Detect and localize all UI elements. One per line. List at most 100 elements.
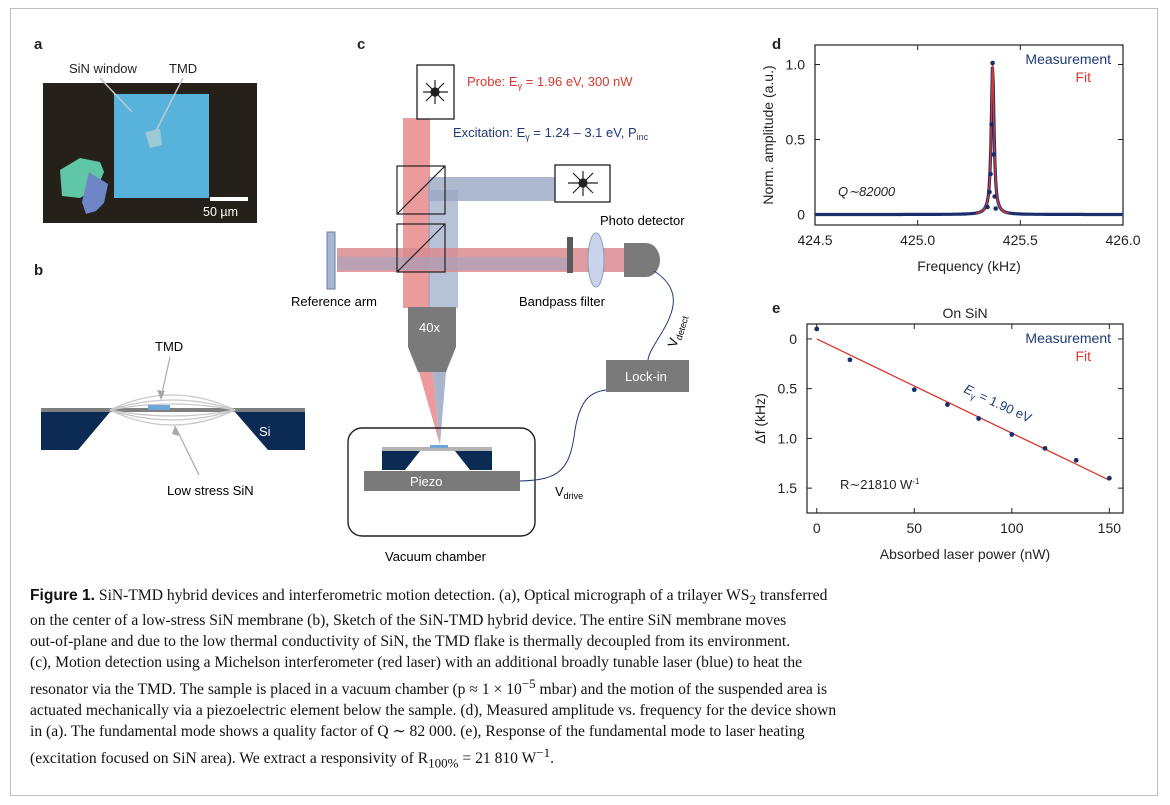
probe-laser-icon: [423, 80, 448, 104]
objective-label: 40x: [419, 320, 440, 335]
measurement-point: [989, 122, 994, 127]
x-tick-label: 150: [1098, 520, 1122, 536]
piezo: [364, 471, 520, 491]
x-tick-label: 425.0: [900, 232, 935, 248]
x-tick-label: 426.0: [1105, 232, 1140, 248]
y-tick-label: 0.5: [778, 381, 798, 397]
caption-line-1: Figure 1. SiN-TMD hybrid devices and int…: [30, 587, 828, 608]
vdrive-label: Vdrive: [555, 484, 583, 501]
x-tick-label: 425.5: [1003, 232, 1038, 248]
photo-detector: [624, 243, 660, 277]
sample-left: [382, 451, 420, 470]
tmd-label-a: TMD: [169, 61, 197, 76]
measurement-point: [1042, 445, 1048, 451]
excitation-laser-icon: [568, 171, 598, 196]
measurement-point: [976, 416, 982, 421]
scale-bar-label: 50 µm: [203, 205, 238, 219]
legend-measurement: Measurement: [1025, 51, 1111, 67]
r-label: R∼21810 W-1: [840, 477, 920, 492]
panel-letter-c: c: [357, 36, 366, 53]
x-axis-label: Frequency (kHz): [917, 258, 1020, 274]
sin-window: [114, 94, 209, 198]
si-left: [41, 412, 110, 450]
caption-line-7: in (a). The fundamental mode shows a qua…: [30, 723, 805, 741]
caption-line-8: (excitation focused on SiN area). We ext…: [30, 745, 555, 771]
y-tick-label: 1.0: [786, 57, 806, 73]
measurement-trace: [815, 66, 1123, 217]
measurement-point: [988, 171, 993, 177]
caption-line-4: (c), Motion detection using a Michelson …: [30, 654, 803, 672]
chart-d: Q∼82000 424.5 425.0 425.5 426.0 0 0.5 1.0 Frequ…: [760, 44, 1141, 274]
measurement-point: [985, 204, 990, 210]
legend-measurement: Measurement: [1025, 330, 1111, 346]
plot-frame: [814, 44, 1124, 226]
x-axis-label: Absorbed laser power (nW): [880, 546, 1050, 562]
measurement-point: [1073, 457, 1079, 463]
lock-in-label: Lock-in: [625, 369, 667, 384]
sin-label-b: Low stress SiN: [167, 483, 254, 498]
piezo-label: Piezo: [410, 474, 443, 489]
excitation-focus: [433, 372, 446, 445]
plot-frame: [806, 323, 1124, 514]
chart-title: On SiN: [942, 305, 987, 321]
measurement-point: [990, 60, 995, 66]
tmd-flake: [145, 129, 162, 148]
flake-blue: [82, 172, 108, 214]
caption-line-5: resonator via the TMD. The sample is pla…: [30, 676, 828, 699]
tmd-c: [430, 445, 448, 448]
sin-window-label: SiN window: [69, 61, 138, 76]
probe-label: Probe: Eγ = 1.96 eV, 300 nW: [467, 74, 633, 91]
tmd-label-b: TMD: [155, 339, 183, 354]
photo-detector-label: Photo detector: [600, 213, 685, 228]
measurement-point: [945, 402, 950, 407]
membrane-c: [382, 447, 492, 451]
y-tick-label: 0: [797, 207, 805, 223]
detect-wire: [647, 270, 674, 361]
caption-lead: Figure 1.: [30, 587, 95, 604]
x-tick-label: 424.5: [797, 232, 832, 248]
si-right: [235, 412, 305, 450]
objective: [408, 307, 456, 347]
y-tick-label: 1.5: [778, 480, 798, 496]
panel-letter-e: e: [772, 300, 781, 317]
tmd-arrowhead-b: [157, 390, 165, 400]
y-tick-label: 1.0: [778, 430, 798, 446]
tmd-sketch: [148, 405, 170, 410]
measurement-point: [991, 152, 996, 157]
caption-line-2: on the center of a low-stress SiN membra…: [30, 612, 787, 630]
beam-splitter-top: [396, 165, 446, 215]
y-tick-label: 0: [789, 331, 797, 347]
measurement-point: [1009, 432, 1015, 437]
probe-beam-vertical: [403, 118, 430, 308]
drive-wire: [519, 389, 607, 482]
bandpass-filter: [567, 237, 573, 273]
caption-line-6: actuated mechanically via a piezoelectri…: [30, 702, 837, 720]
measurement-point: [814, 326, 820, 332]
sin-arrow-b: [175, 427, 200, 476]
panel-b: TMD Si Low stress SiN: [41, 339, 305, 498]
measurement-point: [1106, 475, 1112, 481]
x-tick-label: 50: [906, 520, 922, 536]
fit-line: [816, 338, 1110, 481]
vacuum-chamber-label: Vacuum chamber: [385, 549, 487, 564]
measurement-point: [911, 387, 917, 393]
measurement-point: [993, 206, 998, 211]
legend-fit: Fit: [1075, 348, 1091, 364]
vacuum-chamber: [347, 427, 536, 537]
y-tick-label: 0.5: [786, 132, 806, 148]
bandpass-filter-label: Bandpass filter: [519, 294, 606, 309]
sin-membrane: [41, 408, 305, 412]
measurement-point: [847, 357, 853, 363]
y-axis-label: Δf (kHz): [752, 393, 768, 444]
caption-line-3: out-of-plane and due to the low thermal …: [30, 633, 791, 651]
y-axis-label: Norm. amplitude (a.u.): [760, 65, 776, 204]
scale-bar: [210, 197, 248, 201]
sin-window-arrow: [99, 77, 133, 113]
measurement-point: [987, 189, 992, 195]
reference-arm-label: Reference arm: [291, 294, 377, 309]
slope-annotation: Eγ = 1.90 eV: [961, 381, 1034, 427]
legend-fit: Fit: [1075, 69, 1091, 85]
q-label: Q∼82000: [838, 184, 896, 199]
panel-c: Probe: Eγ = 1.96 eV, 300 nW Excitation: …: [291, 64, 691, 564]
panel-letter-b: b: [34, 262, 44, 279]
